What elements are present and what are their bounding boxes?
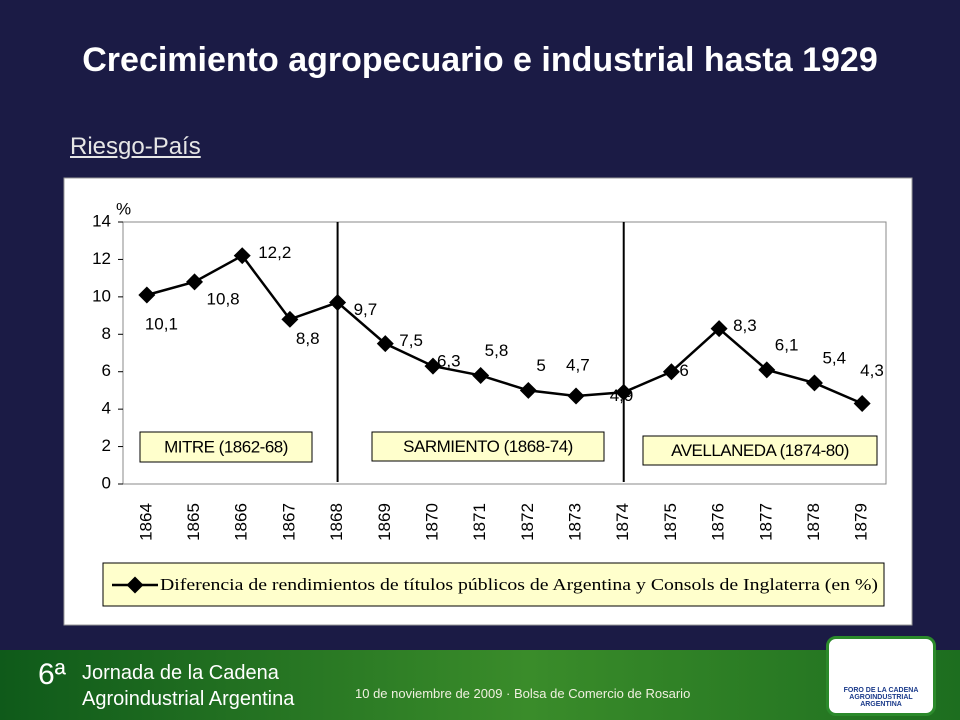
x-tick-label: 1876 (709, 503, 728, 541)
marker (472, 366, 490, 384)
period-box (642, 435, 878, 466)
marker (710, 320, 728, 338)
chart: % 0 2 4 6 8 10 12 14 1864 1865 1866 1867 1868 1869 187… (63, 177, 913, 626)
period-box (371, 431, 605, 462)
x-tick-label: 1867 (279, 503, 298, 541)
slide-subtitle: Riesgo-País (70, 133, 201, 160)
value-label: 6 (679, 361, 688, 380)
value-label: 8,3 (733, 316, 757, 335)
y-tick-label: 4 (102, 399, 111, 418)
marker (519, 381, 537, 399)
value-label: 5,8 (485, 341, 509, 360)
x-tick-label: 1871 (470, 503, 489, 541)
marker (805, 374, 823, 392)
marker (758, 361, 776, 379)
x-tick-label: 1869 (375, 503, 394, 541)
y-tick-label: 12 (92, 249, 111, 268)
marker (281, 310, 299, 328)
value-label: 10,1 (145, 314, 178, 333)
x-tick-label: 1866 (232, 503, 251, 541)
marker (853, 395, 871, 413)
marker (424, 357, 442, 375)
x-tick-label: 1865 (184, 503, 203, 541)
x-tick-label: 1873 (566, 503, 585, 541)
value-label: 10,8 (207, 289, 240, 308)
marker (567, 387, 585, 405)
x-tick-label: 1868 (327, 503, 346, 541)
value-label: 4,9 (610, 386, 634, 405)
date-place: 10 de noviembre de 2009 · Bolsa de Comer… (355, 686, 691, 701)
y-tick-label: 14 (92, 211, 111, 230)
x-tick-label: 1874 (613, 503, 632, 541)
value-label: 5,4 (822, 348, 846, 367)
edition: 6ª (38, 658, 66, 691)
legend-box (102, 562, 885, 607)
x-tick-label: 1875 (661, 503, 680, 541)
x-tick-label: 1872 (518, 503, 537, 541)
value-label: 8,8 (296, 329, 320, 348)
legend-label: Diferencia de rendimientos de títulos pú… (160, 575, 878, 594)
marker (662, 363, 680, 381)
y-axis-label: % (116, 199, 131, 218)
y-tick-label: 2 (102, 436, 111, 455)
y-tick-label: 6 (102, 361, 111, 380)
period-label: AVELLANEDA (1874-80) (671, 441, 849, 460)
x-tick-label: 1864 (136, 503, 155, 541)
value-label: 12,2 (258, 243, 291, 262)
period-box (139, 431, 313, 463)
marker (233, 247, 251, 265)
period-label: MITRE (1862-68) (164, 437, 288, 456)
y-tick-label: 8 (102, 324, 111, 343)
marker (329, 293, 347, 311)
value-label: 4,3 (860, 361, 884, 380)
x-tick-label: 1879 (852, 503, 871, 541)
period-label: SARMIENTO (1868-74) (403, 437, 573, 456)
marker (138, 286, 156, 304)
footer: 6ª Jornada de la Cadena Agroindustrial A… (0, 636, 960, 720)
value-label: 9,7 (354, 300, 378, 319)
legend-marker (126, 576, 144, 594)
line (146, 254, 863, 405)
y-tick-label: 10 (92, 286, 111, 305)
value-label: 6,3 (437, 352, 461, 371)
marker (186, 273, 204, 291)
value-label: 4,7 (566, 356, 590, 375)
x-tick-label: 1877 (756, 503, 775, 541)
event-line: Jornada de la Cadena (82, 662, 279, 684)
slide-title: Crecimiento agropecuario e industrial ha… (82, 41, 878, 79)
x-tick-label: 1878 (804, 503, 823, 541)
y-tick-label: 0 (102, 473, 111, 492)
marker (615, 383, 633, 401)
logo: FORO DE LA CADENA AGROINDUSTRIAL ARGENTI… (826, 636, 936, 716)
value-label: 6,1 (775, 335, 799, 354)
value-label: 5 (536, 356, 545, 375)
event-line: Agroindustrial Argentina (82, 688, 295, 710)
value-label: 7,5 (399, 331, 423, 350)
x-tick-label: 1870 (422, 503, 441, 541)
marker (376, 335, 394, 353)
